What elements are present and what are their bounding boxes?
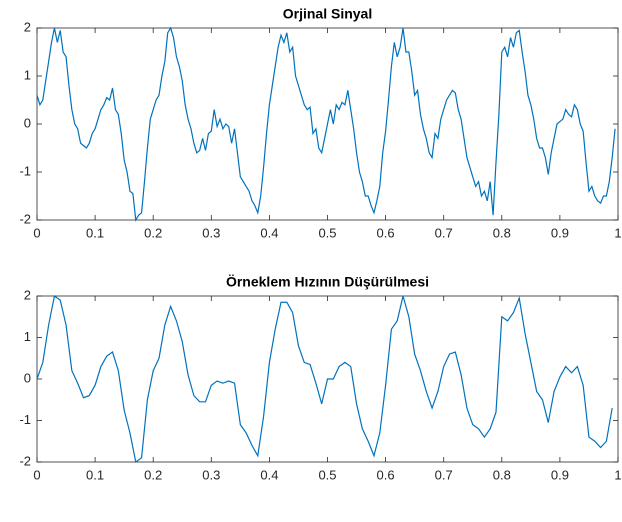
x-tick-label: 0.3 xyxy=(202,467,220,482)
x-tick-label: 0 xyxy=(33,467,40,482)
x-tick-label: 0.2 xyxy=(144,225,162,240)
x-tick-label: 0.7 xyxy=(435,467,453,482)
chart-title: Orjinal Sinyal xyxy=(283,6,372,22)
signal-line xyxy=(36,26,616,222)
x-tick-label: 0 xyxy=(33,225,40,240)
x-tick-label: 0.4 xyxy=(260,467,278,482)
y-tick-label: 1 xyxy=(24,329,31,344)
x-tick-label: 0.6 xyxy=(377,225,395,240)
y-tick-label: -1 xyxy=(19,412,31,427)
x-tick-label: 0.4 xyxy=(260,225,278,240)
x-tick-label: 0.1 xyxy=(86,467,104,482)
y-tick-label: -2 xyxy=(19,211,31,226)
y-tick-label: 2 xyxy=(24,287,31,302)
x-tick-label: 0.5 xyxy=(318,225,336,240)
y-tick-label: 2 xyxy=(24,19,31,34)
x-tick-label: 0.9 xyxy=(551,225,569,240)
y-tick-label: 1 xyxy=(24,67,31,82)
x-tick-label: 1 xyxy=(614,225,621,240)
x-tick-label: 0.8 xyxy=(493,467,511,482)
x-tick-label: 0.6 xyxy=(377,467,395,482)
x-tick-label: 1 xyxy=(614,467,621,482)
y-tick-label: -2 xyxy=(19,453,31,468)
x-tick-label: 0.3 xyxy=(202,225,220,240)
x-tick-label: 0.8 xyxy=(493,225,511,240)
x-tick-label: 0.1 xyxy=(86,225,104,240)
y-tick-label: 0 xyxy=(24,115,31,130)
x-tick-label: 0.2 xyxy=(144,467,162,482)
x-tick-label: 0.5 xyxy=(318,467,336,482)
x-tick-label: 0.7 xyxy=(435,225,453,240)
chart-title: Örneklem Hızının Düşürülmesi xyxy=(226,274,429,290)
signal-line xyxy=(36,294,613,464)
y-tick-label: -1 xyxy=(19,163,31,178)
x-tick-label: 0.9 xyxy=(551,467,569,482)
y-tick-label: 0 xyxy=(24,370,31,385)
